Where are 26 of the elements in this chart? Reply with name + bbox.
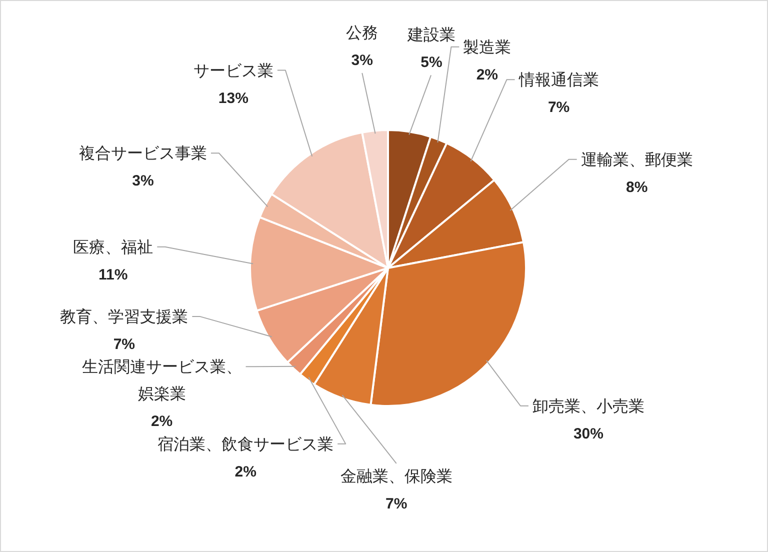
- data-label: 11%: [98, 266, 128, 284]
- data-label: 13%: [218, 90, 248, 107]
- slice-label: 宿泊業、飲食サービス業: [158, 435, 334, 454]
- data-label: 3%: [132, 172, 154, 190]
- data-label: 5%: [420, 54, 442, 72]
- data-label: 7%: [548, 99, 570, 116]
- slice-label: 建設業: [406, 26, 456, 44]
- slice-label: 運輸業、郵便業: [580, 150, 693, 169]
- slice-label: 金融業、保険業: [340, 467, 452, 486]
- data-label: 2%: [234, 463, 256, 480]
- data-label: 7%: [386, 495, 408, 512]
- data-label: 2%: [150, 413, 173, 430]
- slice-label: 卸売業、小売業: [532, 397, 644, 416]
- slice-label: サービス業: [193, 62, 274, 80]
- slice-label: 複合サービス事業: [78, 144, 207, 163]
- slice-label: 製造業: [463, 38, 512, 56]
- data-label: 3%: [351, 52, 373, 69]
- data-label: 2%: [476, 66, 498, 84]
- slice-label: 生活関連サービス業、娯楽業: [82, 358, 242, 404]
- data-label: 8%: [626, 178, 648, 196]
- slice-label: 医療、福祉: [73, 238, 154, 257]
- slice-label: 情報通信業: [518, 71, 599, 90]
- slice-label: 公務: [346, 24, 378, 42]
- data-label: 7%: [113, 336, 136, 354]
- slice-label: 教育、学習支援業: [60, 308, 188, 326]
- data-label: 30%: [573, 425, 604, 442]
